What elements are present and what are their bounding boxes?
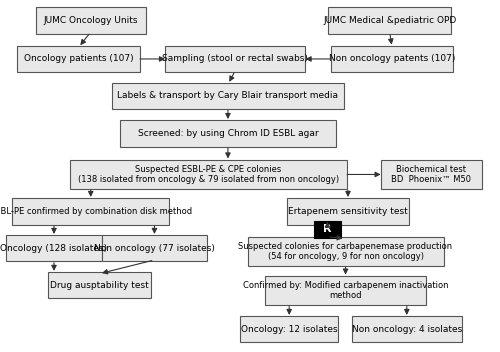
FancyBboxPatch shape — [120, 120, 336, 146]
Text: Suspected ESBL-PE & CPE colonies
(138 isolated from oncology & 79 isolated from : Suspected ESBL-PE & CPE colonies (138 is… — [78, 165, 339, 184]
Text: Non oncology: 4 isolates: Non oncology: 4 isolates — [352, 325, 462, 334]
Text: Oncology (128 isolates): Oncology (128 isolates) — [0, 244, 108, 253]
Text: Oncology patients (107): Oncology patients (107) — [24, 55, 134, 63]
FancyBboxPatch shape — [248, 237, 444, 266]
FancyBboxPatch shape — [314, 221, 340, 238]
Text: Non oncology (77 isolates): Non oncology (77 isolates) — [94, 244, 215, 253]
FancyBboxPatch shape — [70, 160, 347, 189]
FancyBboxPatch shape — [166, 46, 305, 72]
FancyBboxPatch shape — [287, 198, 409, 225]
FancyBboxPatch shape — [17, 46, 140, 72]
FancyBboxPatch shape — [331, 46, 454, 72]
FancyBboxPatch shape — [102, 235, 207, 262]
FancyBboxPatch shape — [240, 316, 338, 342]
Text: Sampling (stool or rectal swabs): Sampling (stool or rectal swabs) — [162, 55, 308, 63]
Text: Ertapenem sensitivity test: Ertapenem sensitivity test — [288, 207, 408, 216]
Text: Drug ausptability test: Drug ausptability test — [50, 281, 148, 290]
Text: Suspected colonies for carbapenemase production
(54 for oncology, 9 for non onco: Suspected colonies for carbapenemase pro… — [238, 242, 452, 261]
Text: Confirmed by: Modified carbapenem inactivation
method: Confirmed by: Modified carbapenem inacti… — [243, 281, 448, 300]
FancyBboxPatch shape — [381, 160, 482, 189]
Text: Non oncology patents (107): Non oncology patents (107) — [329, 55, 456, 63]
FancyBboxPatch shape — [48, 272, 150, 298]
FancyBboxPatch shape — [264, 276, 426, 305]
Text: ESBL-PE confirmed by combination disk method: ESBL-PE confirmed by combination disk me… — [0, 207, 192, 216]
Text: JUMC Oncology Units: JUMC Oncology Units — [44, 16, 138, 25]
Text: JUMC Medical &pediatric OPD: JUMC Medical &pediatric OPD — [323, 16, 456, 25]
FancyBboxPatch shape — [112, 83, 344, 109]
Text: Oncology: 12 isolates: Oncology: 12 isolates — [241, 325, 338, 334]
FancyBboxPatch shape — [328, 7, 451, 33]
Text: Labels & transport by Cary Blair transport media: Labels & transport by Cary Blair transpo… — [118, 92, 338, 100]
FancyBboxPatch shape — [6, 235, 102, 262]
FancyBboxPatch shape — [36, 7, 146, 33]
FancyBboxPatch shape — [12, 198, 169, 225]
FancyBboxPatch shape — [352, 316, 462, 342]
Text: Screened: by using Chrom ID ESBL agar: Screened: by using Chrom ID ESBL agar — [138, 129, 318, 138]
Text: Biochemical test
BD  Phoenix™ M50: Biochemical test BD Phoenix™ M50 — [392, 165, 471, 184]
Text: R: R — [323, 224, 332, 234]
